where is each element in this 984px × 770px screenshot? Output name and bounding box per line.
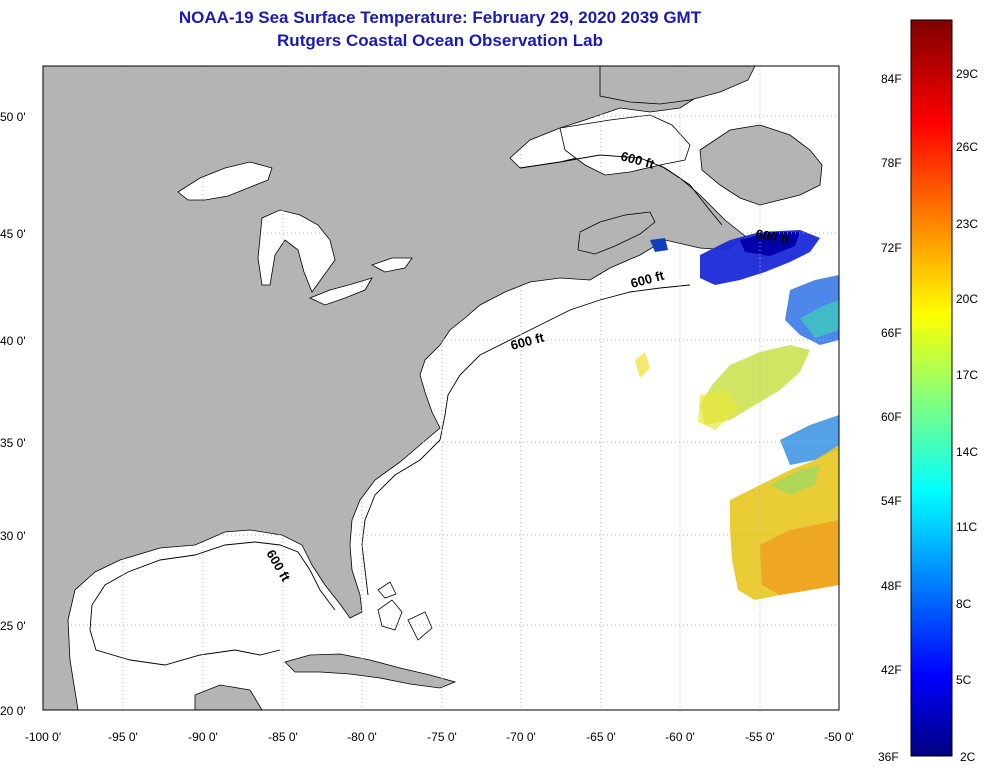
colorbar-c-label: 17C <box>956 368 978 382</box>
lat-tick-label: 40 0' <box>0 334 26 348</box>
temperature-colorbar <box>910 19 953 757</box>
labrador-land <box>599 66 756 105</box>
colorbar-f-label: 54F <box>881 494 902 508</box>
lon-tick-label: -55 0' <box>745 730 775 744</box>
lat-tick-label: 50 0' <box>0 110 26 124</box>
lat-tick-label: 25 0' <box>0 619 26 633</box>
lon-tick-label: -85 0' <box>268 730 298 744</box>
colorbar-f-label: 60F <box>881 410 902 424</box>
lon-tick-label: -75 0' <box>427 730 457 744</box>
lon-tick-label: -65 0' <box>586 730 616 744</box>
colorbar-c-label: 29C <box>956 67 978 81</box>
lake-erie-ontario <box>308 257 413 306</box>
yucatan-land <box>194 684 263 710</box>
latitude-axis: 50 0' 45 0' 40 0' 35 0' 30 0' 25 0' 20 0… <box>0 110 26 718</box>
colorbar-f-label: 42F <box>881 663 902 677</box>
colorbar-f-label: 66F <box>881 326 902 340</box>
colorbar-c-label: 5C <box>956 673 972 687</box>
cuba-land <box>284 653 457 689</box>
colorbar-c-label: 20C <box>956 292 978 306</box>
colorbar-f-label: 78F <box>881 156 902 170</box>
sst-data <box>635 230 839 600</box>
colorbar-c-label: 14C <box>956 445 978 459</box>
map-frame <box>42 65 840 711</box>
contour-600ft-gulf <box>89 541 336 666</box>
lon-tick-label: -100 0' <box>25 730 61 744</box>
lon-tick-label: -95 0' <box>108 730 138 744</box>
colorbar-f-label: 48F <box>881 579 902 593</box>
colorbar-c-label: 23C <box>956 217 978 231</box>
lon-tick-label: -80 0' <box>347 730 377 744</box>
colorbar-f-label: 84F <box>881 72 902 86</box>
colorbar-c-label: 8C <box>956 597 972 611</box>
lat-tick-label: 30 0' <box>0 529 26 543</box>
lat-tick-label: 20 0' <box>0 704 26 718</box>
lake-michigan-huron <box>257 209 336 293</box>
lake-superior <box>177 161 273 201</box>
contour-600ft-east <box>361 284 691 596</box>
lon-tick-label: -60 0' <box>665 730 695 744</box>
colorbar-f-label: 72F <box>881 241 902 255</box>
nova-scotia-land <box>577 211 656 255</box>
colorbar-f-label: 36F <box>878 750 899 764</box>
contour-label: 600 ft <box>754 226 791 247</box>
colorbar-fahrenheit-scale: 84F 78F 72F 66F 60F 54F 48F 42F 36F <box>878 72 902 764</box>
lon-tick-label: -70 0' <box>506 730 536 744</box>
map-grid <box>43 66 839 710</box>
north-america-land <box>43 66 756 710</box>
contour-600ft-north <box>519 154 723 226</box>
newfoundland-land <box>699 124 823 206</box>
lon-tick-label: -90 0' <box>188 730 218 744</box>
map-title: NOAA-19 Sea Surface Temperature: Februar… <box>178 8 702 27</box>
lat-tick-label: 35 0' <box>0 436 26 450</box>
colorbar-c-label: 11C <box>956 520 977 534</box>
lat-tick-label: 45 0' <box>0 227 26 241</box>
longitude-axis: -100 0' -95 0' -90 0' -85 0' -80 0' -75 … <box>25 730 854 744</box>
colorbar-c-label: 2C <box>960 750 976 764</box>
colorbar-c-label: 26C <box>956 140 978 154</box>
map-subtitle: Rutgers Coastal Ocean Observation Lab <box>277 31 603 50</box>
lon-tick-label: -50 0' <box>824 730 854 744</box>
colorbar-celsius-scale: 29C 26C 23C 20C 17C 14C 11C 8C 5C 2C <box>956 67 978 764</box>
